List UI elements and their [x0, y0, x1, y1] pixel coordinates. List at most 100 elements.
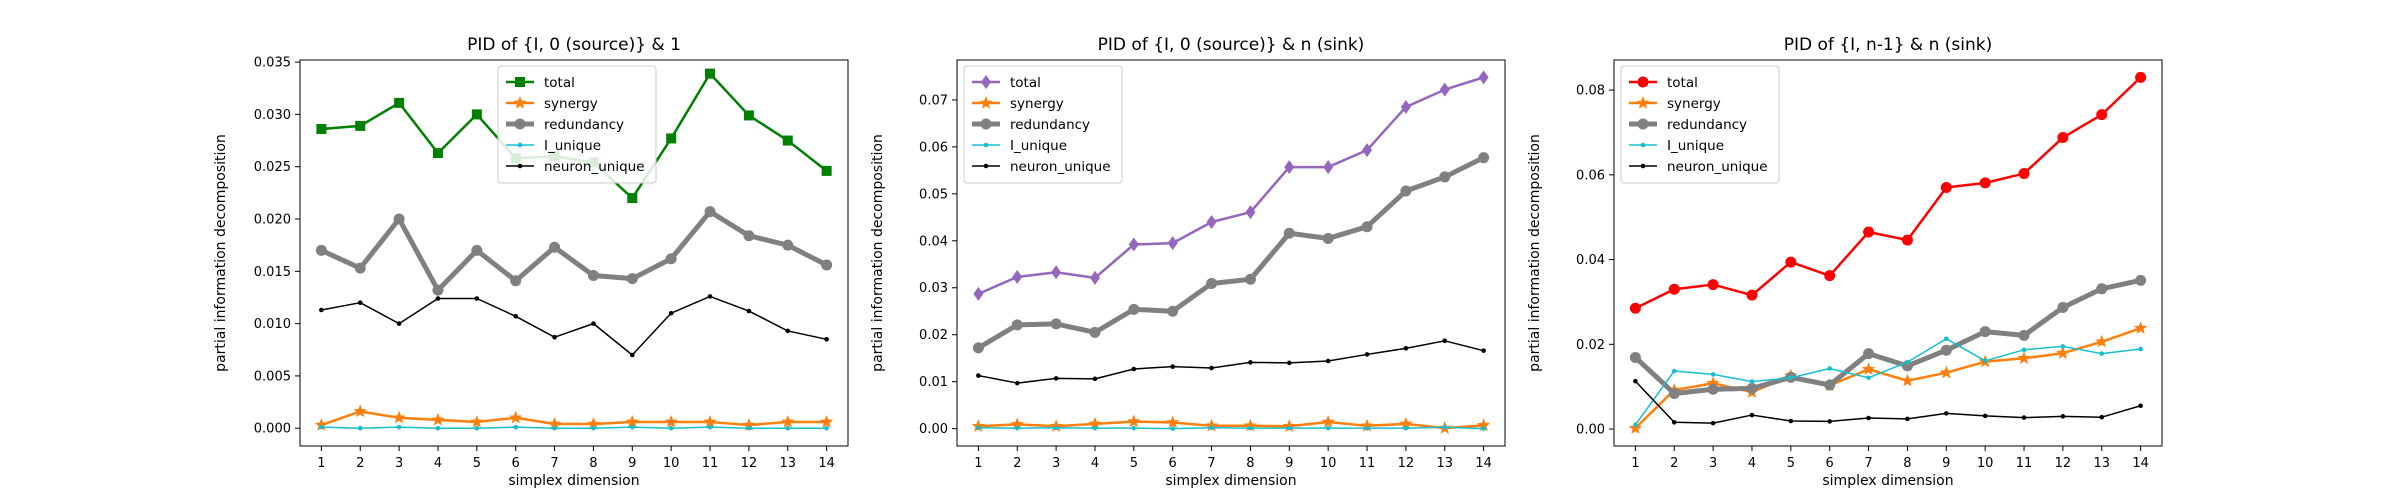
x-tick-label: 7 [1864, 456, 1872, 471]
data-point [2138, 346, 2143, 352]
legend-item: neuron_unique [972, 159, 1111, 175]
data-point [1979, 177, 1991, 189]
data-point [471, 109, 482, 120]
series-redundancy [972, 152, 1490, 354]
data-point [2135, 274, 2147, 286]
data-point [627, 193, 638, 204]
data-point [1788, 375, 1794, 381]
data-point [314, 418, 329, 431]
data-point [591, 321, 596, 326]
data-point [664, 414, 678, 428]
legend-marker [517, 163, 523, 169]
data-point [1439, 171, 1451, 183]
data-point [2017, 351, 2031, 364]
series-line [1633, 277, 2142, 396]
data-point [1827, 419, 1833, 424]
series-line [321, 295, 827, 356]
y-tick-label: 0.04 [919, 234, 948, 249]
series-line [977, 155, 1485, 351]
data-point [357, 425, 363, 431]
x-tick-label: 14 [1475, 456, 1492, 471]
x-tick-label: 13 [1436, 456, 1453, 471]
y-tick-label: 0.015 [254, 265, 291, 280]
data-point [629, 352, 635, 358]
x-tick-label: 5 [1130, 456, 1138, 471]
data-point [1206, 215, 1217, 230]
data-point [1982, 358, 1988, 364]
data-point [1286, 425, 1292, 431]
data-point [474, 296, 480, 301]
data-point [1128, 303, 1140, 315]
y-tick-label: 0.02 [1576, 338, 1605, 353]
data-point [432, 284, 444, 296]
data-point [972, 342, 984, 354]
data-point [2057, 132, 2069, 144]
data-point [1785, 256, 1797, 268]
y-tick-label: 0.025 [254, 160, 291, 175]
data-point [1403, 346, 1409, 351]
data-point [1863, 348, 1875, 360]
y-tick-label: 0.06 [919, 140, 948, 155]
data-point [666, 133, 677, 144]
data-point [1400, 185, 1412, 197]
x-tick-label: 11 [2016, 456, 2033, 471]
x-tick-label: 4 [1091, 456, 1099, 471]
data-point [1323, 160, 1334, 175]
data-point [1827, 366, 1833, 371]
data-point [1442, 424, 1448, 430]
data-point [1824, 270, 1836, 282]
y-tick-label: 0.01 [919, 375, 948, 390]
data-point [746, 425, 752, 431]
data-point [1206, 278, 1218, 290]
x-tick-label: 1 [317, 456, 325, 471]
data-point [785, 328, 791, 334]
data-point [1476, 418, 1491, 431]
data-point [1905, 416, 1910, 422]
series-I_unique [319, 424, 829, 431]
data-point [1746, 382, 1758, 394]
y-tick-label: 0.010 [254, 317, 291, 332]
data-point [2057, 301, 2069, 313]
x-tick-label: 3 [1052, 456, 1060, 471]
data-point [1325, 425, 1331, 431]
legend-marker [513, 96, 527, 109]
series-line [978, 420, 1484, 430]
data-point [1478, 70, 1489, 85]
data-point [1979, 326, 1991, 338]
data-point [1668, 387, 1680, 399]
data-point [976, 425, 981, 430]
y-axis-label: partial information decomposition [870, 134, 886, 372]
chart-panel-3: PID of {I, n-1} & n (sink) 0.00 0.02 0.04 0.… [1527, 35, 2163, 489]
series-synergy [314, 404, 834, 431]
data-point [1245, 205, 1256, 220]
data-point [743, 110, 754, 121]
data-point [353, 404, 367, 418]
series-neuron_unique [1633, 378, 2143, 426]
data-point [2021, 415, 2027, 420]
x-axis-label: simplex dimension [508, 473, 639, 489]
data-point [1629, 302, 1641, 314]
data-point [1283, 227, 1295, 239]
data-point [1014, 425, 1020, 431]
series-I_unique [1633, 336, 2143, 428]
data-point [435, 296, 441, 301]
legend-item: total [1629, 75, 1698, 91]
data-point [1403, 425, 1409, 431]
data-point [1940, 344, 1952, 356]
data-point [509, 410, 523, 424]
data-point [668, 310, 674, 316]
data-point [2099, 351, 2105, 356]
data-point [2060, 414, 2066, 419]
data-point [549, 241, 561, 253]
data-point [746, 308, 752, 314]
series-total [1629, 71, 2147, 314]
data-point [824, 425, 829, 431]
legend-marker [979, 96, 993, 109]
legend-marker [515, 77, 525, 87]
x-tick-label: 7 [1207, 456, 1215, 471]
x-tick-label: 2 [1670, 456, 1678, 471]
legend-item: redundancy [1629, 117, 1747, 133]
data-point [707, 424, 713, 430]
data-point [319, 307, 324, 313]
y-axis-label: partial information decomposition [213, 134, 229, 372]
